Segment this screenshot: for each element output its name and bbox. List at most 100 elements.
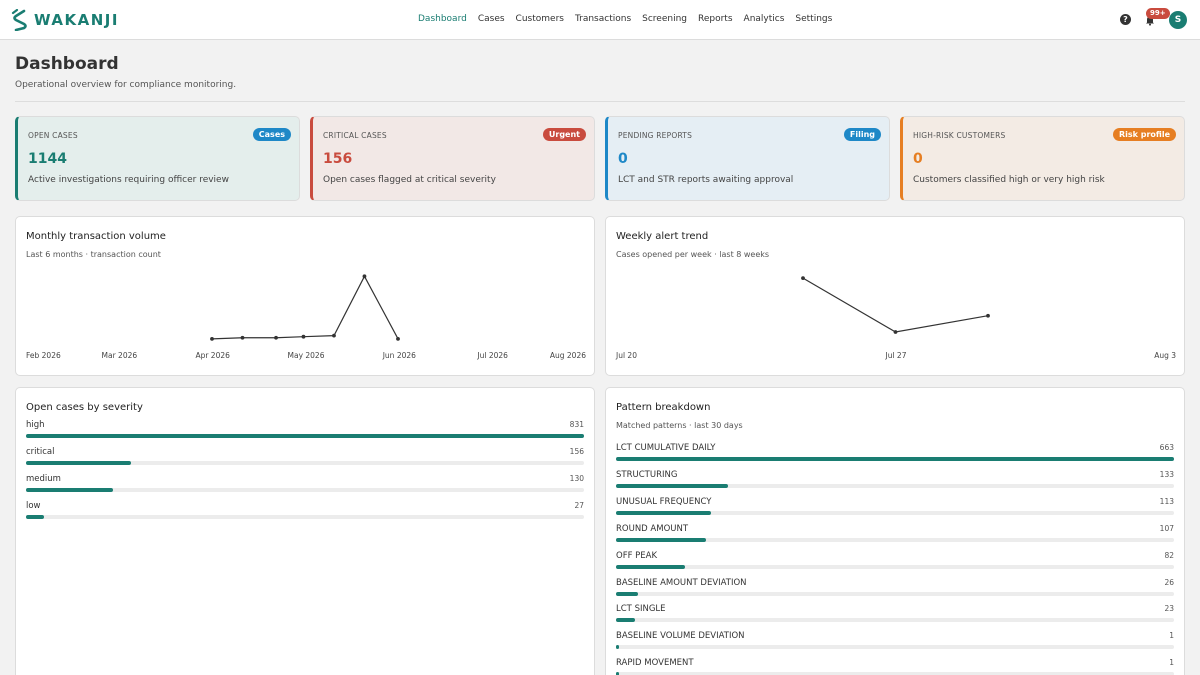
data-point[interactable]: [274, 335, 278, 340]
kpi-label: CRITICAL CASES: [323, 131, 387, 140]
bar-value: 113: [1159, 496, 1174, 506]
bar-track: [616, 483, 1174, 488]
panel-subtitle: Last 6 months · transaction count: [26, 250, 161, 259]
kpi-badge: Cases: [252, 128, 291, 141]
panel-title: Monthly transaction volume: [26, 231, 166, 242]
bar-label: STRUCTURING: [616, 469, 678, 480]
data-point[interactable]: [396, 336, 400, 341]
nav-item-transactions[interactable]: Transactions: [574, 14, 632, 24]
data-point[interactable]: [986, 313, 990, 318]
nav-item-customers[interactable]: Customers: [515, 14, 564, 24]
bar-fill: [616, 591, 638, 596]
data-point[interactable]: [362, 274, 367, 279]
data-point[interactable]: [801, 276, 805, 280]
data-point[interactable]: [210, 336, 214, 341]
bar-row[interactable]: critical 156: [26, 447, 584, 467]
panel-title: Weekly alert trend: [616, 231, 709, 242]
bar-value: 27: [574, 501, 584, 510]
kpi-pending-reports[interactable]: PENDING REPORTS Filing 0 LCT and STR rep…: [605, 116, 890, 201]
series-line: [802, 277, 989, 333]
kpi-critical-cases[interactable]: CRITICAL CASES Urgent 156 Open cases fla…: [310, 116, 595, 201]
page-title: Dashboard: [15, 54, 119, 74]
monthly-volume-panel: Feb 2026 Mar 2026 Apr 2026 May 2026 Jun 2026…: [15, 216, 595, 376]
kpi-high-risk-customers[interactable]: HIGH-RISK CUSTOMERS Risk profile 0 Custo…: [900, 116, 1185, 201]
panel-subtitle: Cases opened per week · last 8 weeks: [616, 250, 770, 259]
bar-label: BASELINE AMOUNT DEVIATION: [616, 577, 747, 588]
bar-fill: [26, 515, 45, 519]
x-tick-label: Aug 2026: [550, 351, 586, 360]
bar-row[interactable]: RAPID MOVEMENT 1: [616, 658, 1174, 675]
bar-track: [616, 564, 1174, 569]
bar-label: BASELINE VOLUME DEVIATION: [616, 631, 745, 642]
nav-item-dashboard[interactable]: Dashboard: [418, 14, 467, 24]
bar-label: high: [26, 420, 45, 430]
kpi-badge: Filing: [843, 128, 881, 141]
data-point[interactable]: [301, 334, 306, 339]
bar-fill: [26, 434, 584, 438]
top-bar: WAKANJI Dashboard Cases Customers Transacti…: [0, 0, 1200, 40]
bar-label: low: [26, 501, 41, 511]
bar-label: RAPID MOVEMENT: [616, 658, 694, 669]
logo-mark-icon: [11, 9, 27, 31]
bar-label: critical: [26, 447, 55, 457]
pattern-panel: Pattern breakdown Matched patterns · las…: [605, 387, 1185, 675]
bar-fill: [616, 672, 619, 675]
severity-panel: Open cases by severity high 831 critical 15…: [15, 387, 595, 675]
bar-row[interactable]: STRUCTURING 133: [616, 470, 1174, 490]
kpi-value: 0: [913, 151, 923, 167]
bar-label: medium: [26, 474, 61, 484]
kpi-desc: Active investigations requiring officer …: [28, 175, 229, 185]
kpi-value: 1144: [28, 151, 67, 167]
bar-fill: [26, 461, 131, 465]
bar-row[interactable]: BASELINE AMOUNT DEVIATION 26: [616, 578, 1174, 598]
avatar[interactable]: S: [1169, 11, 1187, 29]
bar-row[interactable]: high 831: [26, 420, 584, 440]
bar-row[interactable]: LCT CUMULATIVE DAILY 663: [616, 443, 1174, 463]
panel-title: Pattern breakdown: [616, 402, 711, 413]
bar-value: 82: [1164, 550, 1174, 560]
data-point[interactable]: [240, 335, 245, 340]
bar-value: 23: [1164, 604, 1174, 614]
bar-row[interactable]: UNUSUAL FREQUENCY 113: [616, 497, 1174, 517]
kpi-desc: Customers classified high or very high r…: [913, 175, 1105, 185]
panel-subtitle: Matched patterns · last 30 days: [616, 421, 743, 430]
bar-track: [616, 510, 1174, 515]
bar-track: [26, 515, 584, 519]
bar-row[interactable]: medium 130: [26, 474, 584, 494]
bar-label: LCT SINGLE: [616, 604, 666, 615]
kpi-open-cases[interactable]: OPEN CASES Cases 1144 Active investigati…: [15, 116, 300, 201]
bar-track: [616, 618, 1174, 623]
nav-item-reports[interactable]: Reports: [698, 14, 733, 24]
bar-label: LCT CUMULATIVE DAILY: [616, 443, 716, 453]
weekly-alert-panel: Jul 20 Jul 27 Aug 3 Weekly alert trend Cas…: [605, 216, 1185, 376]
bar-fill: [616, 564, 685, 569]
bar-fill: [616, 457, 1174, 461]
data-point[interactable]: [332, 333, 336, 338]
bar-row[interactable]: ROUND AMOUNT 107: [616, 524, 1174, 544]
bar-fill: [616, 537, 707, 542]
bar-track: [26, 461, 584, 465]
x-tick-label: Jul 2026: [476, 351, 508, 360]
data-point[interactable]: [893, 330, 898, 334]
bar-track: [26, 434, 584, 438]
nav-item-settings[interactable]: Settings: [795, 14, 833, 24]
logo[interactable]: WAKANJI: [11, 9, 119, 31]
nav-item-screening[interactable]: Screening: [642, 14, 687, 24]
bar-label: OFF PEAK: [616, 550, 658, 561]
bar-row[interactable]: LCT SINGLE 23: [616, 604, 1174, 624]
help-icon[interactable]: ?: [1120, 14, 1131, 25]
nav-item-cases[interactable]: Cases: [477, 14, 505, 24]
monthly-volume-chart: Feb 2026 Mar 2026 Apr 2026 May 2026 Jun 2026…: [26, 274, 586, 360]
bar-row[interactable]: OFF PEAK 82: [616, 551, 1174, 571]
bar-row[interactable]: BASELINE VOLUME DEVIATION 1: [616, 631, 1174, 651]
bar-row[interactable]: low 27: [26, 501, 584, 521]
main-nav: Dashboard Cases Customers Transactions Scree…: [418, 14, 843, 24]
bar-fill: [616, 510, 712, 515]
bar-label: UNUSUAL FREQUENCY: [616, 496, 712, 507]
x-tick-label: Mar 2026: [102, 351, 138, 360]
bar-track: [616, 591, 1174, 596]
nav-item-analytics[interactable]: Analytics: [743, 14, 785, 24]
notification-count-badge[interactable]: 99+: [1146, 8, 1170, 19]
bar-fill: [26, 488, 114, 492]
x-tick-label: Jul 27: [885, 351, 907, 360]
